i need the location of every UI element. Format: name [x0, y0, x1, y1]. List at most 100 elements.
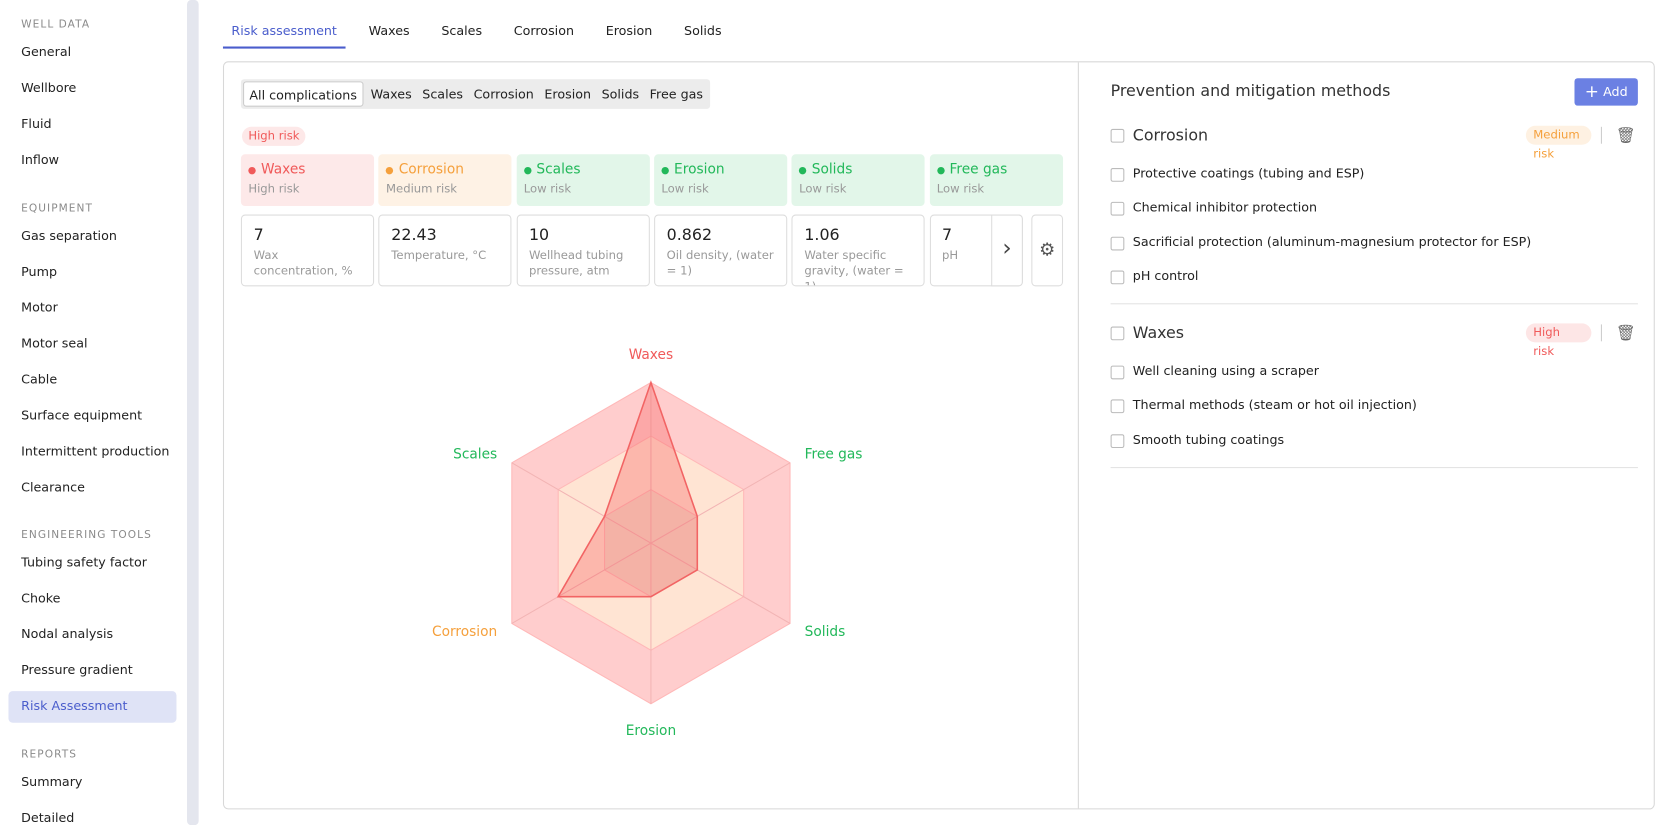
group-name: Waxes: [1132, 323, 1185, 343]
risk-dot: [523, 166, 532, 175]
method: Thermal methods (steam or hot oil inject…: [1132, 397, 1417, 413]
method: Well cleaning using a scraper: [1132, 363, 1319, 379]
overall-risk: High risk: [241, 126, 306, 146]
group-risk: High risk: [1525, 323, 1592, 358]
checkbox[interactable]: [1110, 202, 1125, 216]
group-name: Corrosion: [1132, 125, 1209, 145]
parameter-label: Temperature, °C: [391, 248, 487, 263]
risk-name: Corrosion: [398, 161, 464, 178]
sidebar-item[interactable]: Choke: [21, 590, 61, 606]
filter-button[interactable]: Free gas: [649, 86, 704, 102]
parameter-card: 22.43 Temperature, °C: [378, 214, 512, 287]
tab[interactable]: Risk assessment: [222, 23, 346, 49]
checkbox[interactable]: [1110, 399, 1125, 414]
sidebar-item[interactable]: General: [21, 44, 72, 60]
risk-level: Low risk: [799, 181, 847, 196]
section-title: Prevention and mitigation methods: [1110, 81, 1391, 101]
sidebar-item[interactable]: Cable: [21, 371, 58, 387]
parameter-card: 0.862 Oil density, (water = 1): [653, 214, 788, 287]
risk-card: Solids Low risk: [791, 154, 925, 207]
sidebar-item[interactable]: Nodal analysis: [21, 626, 114, 642]
parameter-value: 7: [942, 225, 953, 245]
parameter-card: 7 Wax concentration, %: [240, 214, 375, 287]
tab[interactable]: Solids: [684, 23, 722, 39]
method: Protective coatings (tubing and ESP): [1132, 165, 1365, 181]
sidebar-item[interactable]: Gas separation: [21, 227, 117, 243]
plus-icon: +: [1584, 81, 1599, 102]
checkbox[interactable]: [1110, 236, 1125, 251]
filter-button[interactable]: Scales: [422, 86, 464, 102]
checkbox[interactable]: [1110, 128, 1125, 143]
risk-card: Waxes High risk: [240, 154, 375, 207]
delete-button[interactable]: 🗑: [1615, 125, 1636, 145]
filter-bar: All complications Waxes Scales Corrosion Ero…: [240, 79, 711, 109]
filter-button[interactable]: Corrosion: [473, 86, 534, 102]
sidebar-item[interactable]: Clearance: [21, 479, 85, 495]
parameter-value: 1.06: [804, 225, 840, 245]
next-button[interactable]: ›: [991, 214, 1023, 287]
sidebar-item[interactable]: Surface equipment: [21, 407, 143, 423]
risk-level: Medium risk: [386, 181, 457, 196]
parameter-value: 7: [253, 225, 264, 245]
sidebar-item[interactable]: Motor seal: [21, 335, 88, 351]
sidebar-item[interactable]: Tubing safety factor: [21, 554, 147, 570]
risk-dot: [936, 166, 945, 175]
panel-divider: [1077, 62, 1079, 809]
risk-name: Scales: [536, 161, 581, 178]
parameter-value: 0.862: [666, 225, 713, 245]
add-label: Add: [1603, 84, 1628, 100]
tab[interactable]: Corrosion: [513, 23, 575, 39]
sidebar-item[interactable]: Intermittent production: [21, 443, 170, 459]
parameter-label: Wellhead tubing pressure, atm: [528, 248, 624, 278]
delete-button[interactable]: 🗑: [1615, 323, 1636, 343]
sidebar-item[interactable]: Pressure gradient: [21, 662, 133, 678]
sidebar-item[interactable]: Wellbore: [21, 80, 77, 96]
main-panel: [222, 61, 1655, 810]
checkbox[interactable]: [1110, 326, 1125, 341]
sidebar-section-title: ENGINEERING TOOLS: [21, 529, 152, 542]
method: Chemical inhibitor protection: [1132, 200, 1318, 215]
checkbox[interactable]: [1110, 365, 1125, 380]
parameter-label: Oil density, (water = 1): [666, 248, 774, 278]
risk-level: Low risk: [523, 181, 572, 196]
group-risk: Medium risk: [1525, 125, 1592, 161]
checkbox[interactable]: [1110, 270, 1125, 285]
filter-button[interactable]: Solids: [601, 86, 640, 102]
sidebar-item[interactable]: Summary: [21, 774, 83, 789]
sidebar-section-title: WELL DATA: [21, 19, 91, 31]
sidebar-item[interactable]: Detailed: [21, 809, 75, 825]
parameter-card: 1.06 Water specific gravity, (water = 1): [791, 214, 925, 287]
separator: [1600, 324, 1602, 342]
risk-dot: [248, 166, 256, 175]
sidebar-section-title: EQUIPMENT: [21, 202, 94, 214]
settings-button[interactable]: ⚙: [1031, 214, 1064, 287]
risk-name: Erosion: [674, 161, 725, 178]
sidebar-item[interactable]: Pump: [21, 263, 57, 279]
parameter-value: 22.43: [391, 225, 437, 245]
tab[interactable]: Scales: [441, 23, 483, 39]
sidebar-item[interactable]: Risk Assessment: [21, 698, 128, 714]
risk-name: Free gas: [949, 161, 1008, 178]
sidebar-item[interactable]: Fluid: [21, 116, 52, 132]
parameter-card: 10 Wellhead tubing pressure, atm: [516, 214, 650, 287]
sidebar-item[interactable]: Inflow: [21, 152, 60, 167]
risk-card: Corrosion Medium risk: [378, 154, 512, 207]
filter-button[interactable]: Erosion: [544, 86, 592, 102]
sidebar-item[interactable]: Motor: [21, 299, 58, 315]
checkbox[interactable]: [1110, 168, 1125, 182]
method: pH control: [1132, 268, 1199, 284]
tab[interactable]: Erosion: [605, 23, 653, 39]
add-button[interactable]: + Add: [1574, 78, 1638, 106]
parameter-value: 10: [528, 225, 550, 245]
risk-dot: [661, 166, 669, 175]
checkbox[interactable]: [1110, 433, 1125, 448]
risk-name: Solids: [811, 161, 853, 178]
tab[interactable]: Waxes: [368, 23, 410, 39]
filter-button[interactable]: All complications: [243, 81, 364, 107]
separator: [1600, 126, 1602, 144]
active-item-bg: [8, 691, 177, 723]
risk-dot: [386, 166, 394, 175]
filter-button[interactable]: Waxes: [370, 86, 412, 102]
scrollbar: [187, 0, 199, 825]
